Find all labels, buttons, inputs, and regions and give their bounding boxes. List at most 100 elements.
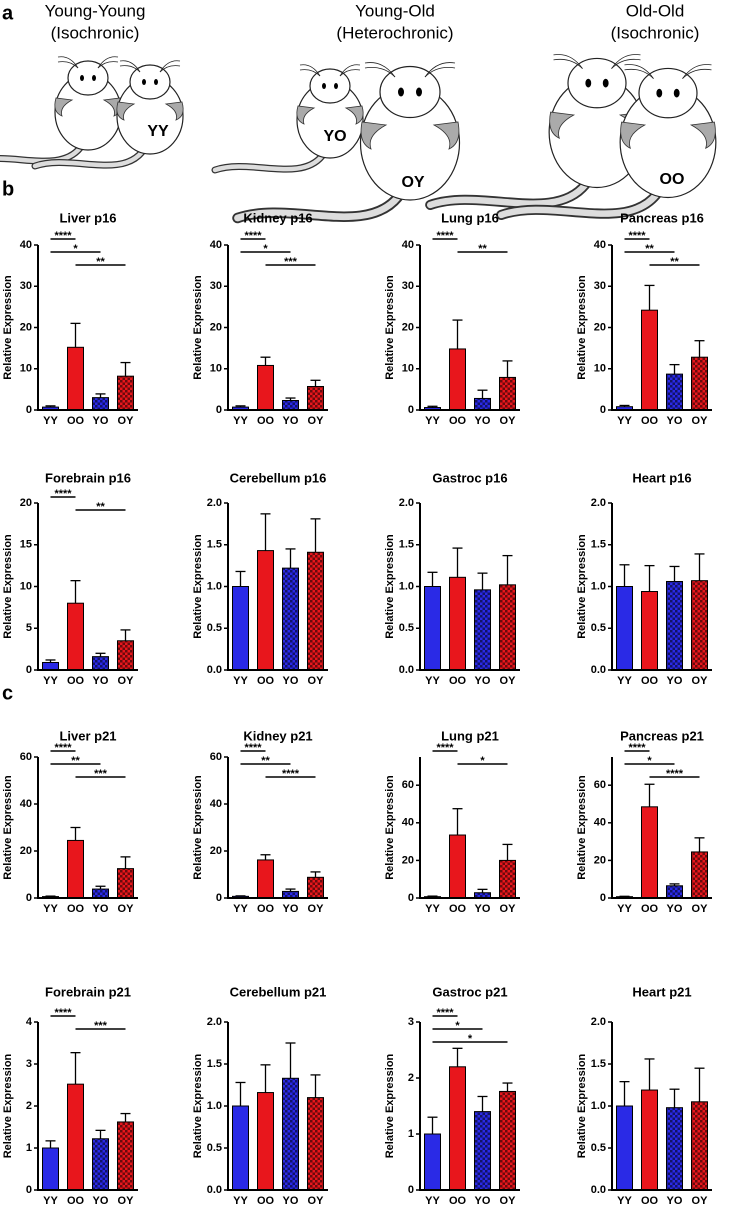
x-tick-label: OY [308,415,325,427]
y-tick-label: 20 [594,854,606,866]
significance-label: ** [670,256,679,268]
whisker [159,60,181,73]
significance-label: * [468,1033,473,1045]
chart-title: Heart p16 [632,470,691,485]
y-tick-label: 20 [20,845,32,857]
mouse-label: OO [660,171,685,188]
x-tick-label: OO [449,415,467,427]
x-tick-label: OO [641,1195,659,1207]
x-tick-label: YO [667,675,683,687]
bar [499,376,516,411]
mouse-head [379,65,441,119]
y-tick-label: 1 [26,1142,32,1154]
bar [666,373,683,411]
x-tick-label: YO [475,1195,491,1207]
chart-title: Liver p16 [59,210,116,225]
mouse [211,64,364,174]
y-tick-label: 30 [20,280,32,292]
significance-label: **** [282,768,300,780]
y-axis-label: Relative Expression [384,775,396,880]
y-tick-label: 0 [26,892,32,904]
panel-label: b [2,178,14,200]
mouse-head [67,60,109,96]
chart-title: Kidney p16 [243,210,312,225]
significance-label: ** [261,755,270,767]
significance-label: * [455,1020,460,1032]
whisker [119,60,141,73]
significance-label: **** [54,742,72,754]
x-tick-label: YY [425,903,440,915]
y-tick-label: 40 [402,239,414,251]
x-tick-label: YO [283,1195,299,1207]
group-subtitle: (Heterochronic) [336,23,453,42]
chart-title: Cerebellum p21 [230,984,327,999]
mouse-head [638,67,698,119]
mouse-ear [360,121,388,150]
whisker [611,54,641,69]
whisker [682,68,712,79]
mouse-ear [689,121,716,149]
mouse-eye [322,83,326,89]
y-tick-label: 10 [402,363,414,375]
x-tick-label: OO [257,415,275,427]
y-tick-label: 0 [26,404,32,416]
mouse-head [129,64,171,100]
bar [307,551,324,671]
mouse-ear [296,105,316,125]
bar [641,1089,658,1191]
y-tick-label: 0 [600,404,606,416]
y-axis-label: Relative Expression [192,1053,204,1158]
whisker [364,67,396,78]
x-tick-label: YY [43,415,58,427]
bar [67,839,84,899]
bar [424,586,441,671]
whisker [624,68,654,79]
group-title: Old-Old [626,1,685,20]
bar [257,1092,274,1191]
x-tick-label: OY [308,675,325,687]
y-tick-label: 1.0 [591,580,606,592]
y-tick-label: 2.0 [207,497,222,509]
bar [666,885,683,899]
bar [117,1121,134,1191]
mouse-tail [497,191,660,219]
significance-label: ** [645,243,654,255]
bar [117,375,134,411]
bar [257,859,274,899]
x-tick-label: OO [257,675,275,687]
bar [666,1107,683,1191]
y-tick-label: 0.5 [399,622,414,634]
bar [92,888,109,899]
x-tick-label: YY [43,903,58,915]
panel-label: a [2,2,14,24]
x-tick-label: OO [257,903,275,915]
significance-label: **** [436,1007,454,1019]
whisker [682,64,712,79]
bar [42,1147,59,1191]
x-tick-label: YY [233,1195,248,1207]
significance-label: * [480,755,485,767]
y-axis-label: Relative Expression [576,534,588,639]
bar [499,584,516,671]
mouse-label: OY [401,174,424,191]
bar [307,385,324,411]
whisker [57,61,79,69]
y-tick-label: 1.5 [591,539,606,551]
mouse-ear [164,101,184,121]
x-tick-label: OO [641,675,659,687]
bar [67,346,84,411]
y-tick-label: 60 [402,779,414,791]
bar [257,364,274,411]
x-tick-label: YO [475,903,491,915]
y-axis-label: Relative Expression [2,1053,14,1158]
x-tick-label: YO [93,1195,109,1207]
x-tick-label: YY [233,675,248,687]
y-tick-label: 30 [402,280,414,292]
y-tick-label: 4 [26,1016,33,1028]
y-tick-label: 1.0 [207,1100,222,1112]
y-tick-label: 10 [210,363,222,375]
chart-title: Pancreas p16 [620,210,704,225]
mouse-head [567,57,627,109]
x-tick-label: OY [118,903,135,915]
y-tick-label: 40 [20,239,32,251]
